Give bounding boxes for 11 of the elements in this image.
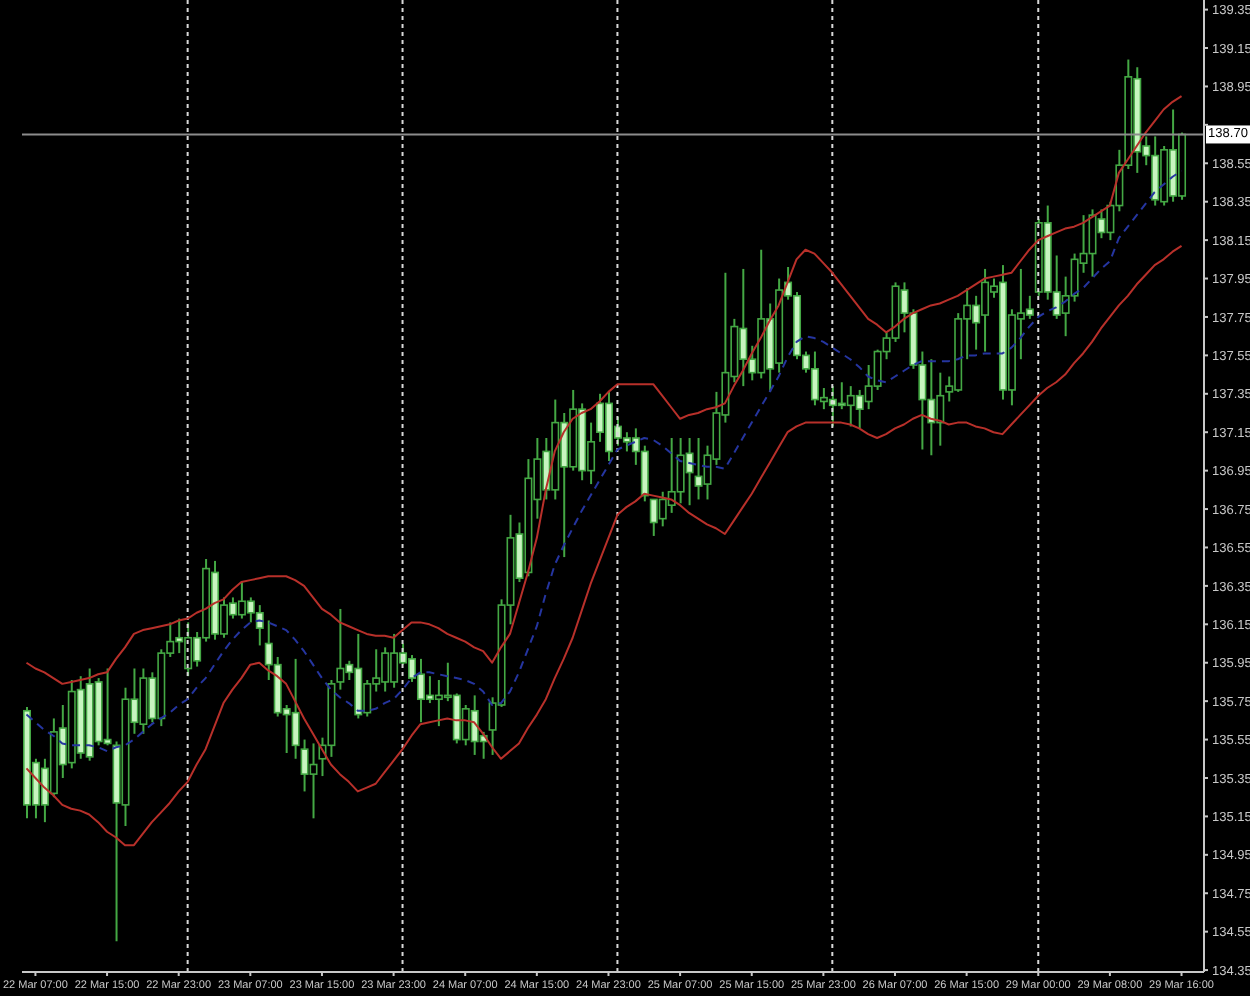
candlestick bbox=[1088, 208, 1097, 278]
candlestick bbox=[640, 444, 649, 503]
candlestick bbox=[1025, 294, 1034, 320]
line-series bbox=[25, 244, 1183, 847]
line-series bbox=[25, 95, 1183, 685]
candlestick bbox=[103, 667, 112, 747]
candlestick bbox=[685, 436, 694, 507]
candlestick bbox=[694, 436, 703, 501]
candlestick bbox=[291, 657, 300, 760]
candlestick bbox=[309, 742, 318, 820]
candlestick bbox=[336, 607, 345, 691]
